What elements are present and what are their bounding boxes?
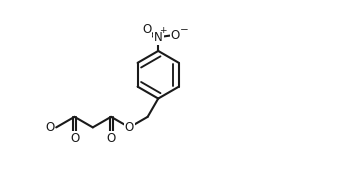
Text: O: O xyxy=(70,132,79,145)
Text: O: O xyxy=(106,132,116,145)
Text: O: O xyxy=(171,29,180,42)
Text: O: O xyxy=(125,121,134,134)
Text: +: + xyxy=(159,26,167,35)
Text: N: N xyxy=(154,31,163,44)
Text: O: O xyxy=(142,23,151,36)
Text: O: O xyxy=(45,121,54,134)
Text: −: − xyxy=(180,25,189,35)
